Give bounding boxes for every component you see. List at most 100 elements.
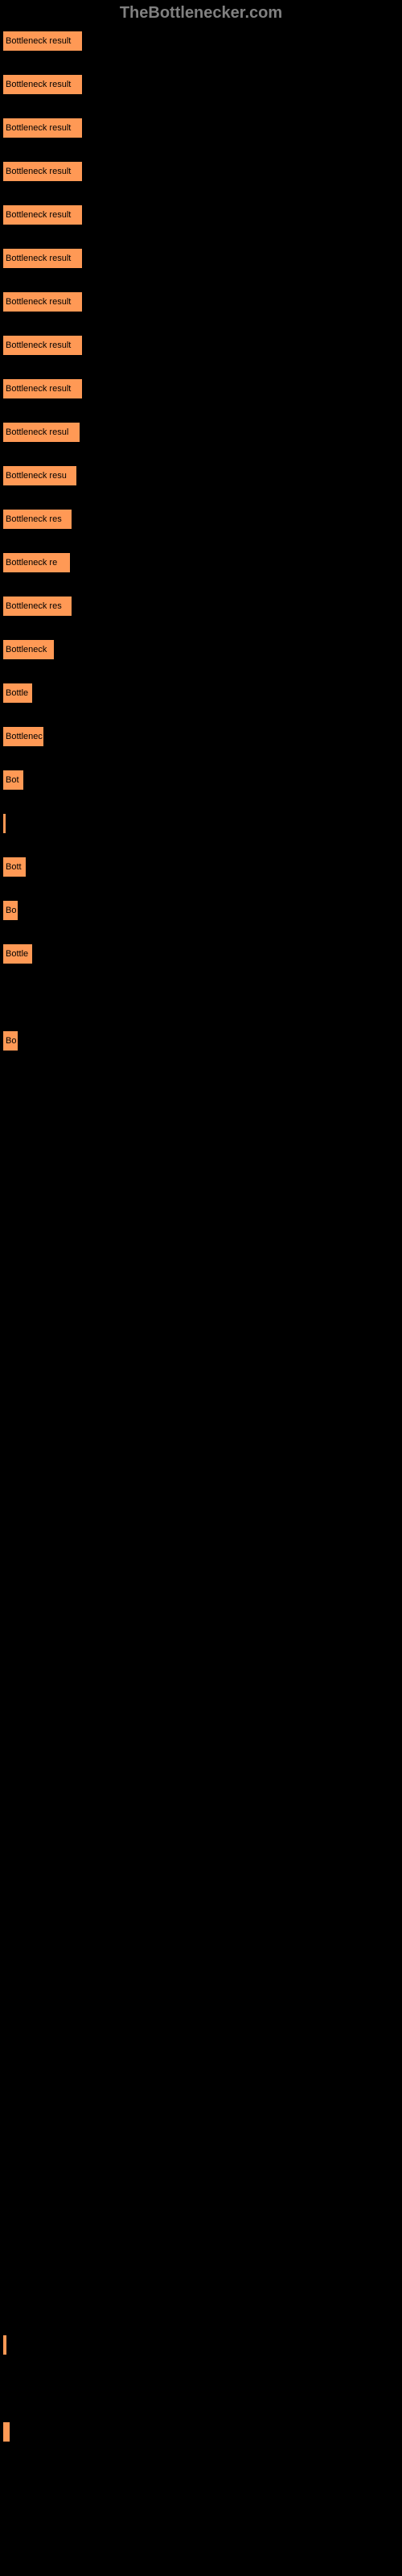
bar-row — [2, 1204, 402, 1225]
bar-row: Bottleneck result — [2, 335, 402, 356]
bar-row: Bottleneck resu — [2, 465, 402, 486]
bar-label: Bottleneck — [6, 645, 47, 654]
bar-label: Bottleneck result — [6, 80, 71, 89]
bar-row: Bottleneck result — [2, 161, 402, 182]
bar-label: Bottleneck resul — [6, 427, 68, 437]
bar-row: Bottlenec — [2, 726, 402, 747]
bar-row — [2, 1900, 402, 1921]
bar-row — [2, 1552, 402, 1573]
bar-row — [2, 1943, 402, 1964]
bar-row — [2, 1074, 402, 1095]
site-title: TheBottlenecker.com — [120, 4, 282, 22]
bar: Bottleneck result — [2, 335, 83, 356]
bar: Bottleneck result — [2, 31, 83, 52]
bar-label: Bottleneck result — [6, 341, 71, 350]
bar-row — [2, 1856, 402, 1877]
bar: Bottleneck result — [2, 161, 83, 182]
bar-row — [2, 1161, 402, 1182]
bar-row — [2, 2117, 402, 2138]
bar-row — [2, 1769, 402, 1790]
bar-label: Bo — [6, 906, 16, 915]
bar-row — [2, 813, 402, 834]
bar-label: Bottleneck result — [6, 384, 71, 394]
bar-row — [2, 2378, 402, 2399]
bar-row — [2, 2248, 402, 2268]
bar: Bottleneck re — [2, 552, 71, 573]
bar-row: Bottleneck result — [2, 248, 402, 269]
bar-label: Bottleneck re — [6, 558, 57, 568]
bar-row: Bottleneck re — [2, 552, 402, 573]
bar-row: Bottleneck res — [2, 509, 402, 530]
bar: Bottleneck result — [2, 204, 83, 225]
bar: Bo — [2, 900, 18, 921]
bar-row — [2, 2465, 402, 2486]
bar-label: Bo — [6, 1036, 16, 1046]
bar-row — [2, 2334, 402, 2355]
bar-row — [2, 987, 402, 1008]
bar-label: Bottleneck result — [6, 297, 71, 307]
bar-row — [2, 2030, 402, 2051]
bar-row: Bo — [2, 900, 402, 921]
bar-row — [2, 1596, 402, 1616]
bar-row — [2, 2291, 402, 2312]
bar: Bottleneck result — [2, 248, 83, 269]
bar-row — [2, 1726, 402, 1747]
bar-label: Bott — [6, 862, 22, 872]
bar-label: Bottleneck result — [6, 123, 71, 133]
bar: Bottleneck resu — [2, 465, 77, 486]
bar: Bo — [2, 1030, 18, 1051]
bar-row — [2, 1509, 402, 1530]
bar: Bottleneck — [2, 639, 55, 660]
bar-row — [2, 1422, 402, 1443]
bar-row: Bott — [2, 857, 402, 877]
bar-label: Bot — [6, 775, 19, 785]
bar-label: Bottle — [6, 688, 28, 698]
bar: Bottleneck result — [2, 291, 83, 312]
bar-row: Bot — [2, 770, 402, 791]
bar-row — [2, 2161, 402, 2182]
bar-label: Bottleneck result — [6, 36, 71, 46]
bar — [2, 2334, 7, 2355]
bar-label: Bottleneck result — [6, 167, 71, 176]
bar: Bott — [2, 857, 27, 877]
bar-row: Bo — [2, 1030, 402, 1051]
bar — [2, 813, 6, 834]
bar — [2, 2421, 10, 2442]
bar-row — [2, 2508, 402, 2529]
bar: Bottleneck result — [2, 118, 83, 138]
bar-chart: Bottleneck result Bottleneck result Bottle… — [0, 31, 402, 2529]
bar-label: Bottle — [6, 949, 28, 959]
bar-label: Bottleneck res — [6, 601, 62, 611]
bar-label: Bottleneck result — [6, 254, 71, 263]
bar-row — [2, 1813, 402, 1834]
bar-row — [2, 1465, 402, 1486]
bar-row — [2, 1682, 402, 1703]
bar-row: Bottleneck result — [2, 31, 402, 52]
bar-row: Bottleneck result — [2, 378, 402, 399]
bar: Bottleneck result — [2, 378, 83, 399]
site-header: TheBottlenecker.com — [0, 0, 402, 31]
bar-label: Bottleneck result — [6, 210, 71, 220]
bar-label: Bottleneck res — [6, 514, 62, 524]
bar: Bottlenec — [2, 726, 44, 747]
bar-label: Bottlenec — [6, 732, 43, 741]
bar-row: Bottleneck result — [2, 291, 402, 312]
bar-row — [2, 1248, 402, 1269]
bar: Bottleneck resul — [2, 422, 80, 443]
bar-row: Bottle — [2, 943, 402, 964]
bar-row — [2, 2421, 402, 2442]
bar: Bottle — [2, 683, 33, 704]
bar: Bottleneck result — [2, 74, 83, 95]
bar-row: Bottleneck result — [2, 118, 402, 138]
bar-label: Bottleneck resu — [6, 471, 67, 481]
bar-row: Bottleneck resul — [2, 422, 402, 443]
bar-row — [2, 2074, 402, 2095]
bar-row — [2, 1291, 402, 1312]
bar-row — [2, 2204, 402, 2225]
bar-row: Bottleneck result — [2, 204, 402, 225]
bar-row — [2, 1987, 402, 2008]
bar-row — [2, 1117, 402, 1138]
bar-row: Bottleneck result — [2, 74, 402, 95]
bar: Bottleneck res — [2, 596, 72, 617]
bar-row: Bottleneck — [2, 639, 402, 660]
